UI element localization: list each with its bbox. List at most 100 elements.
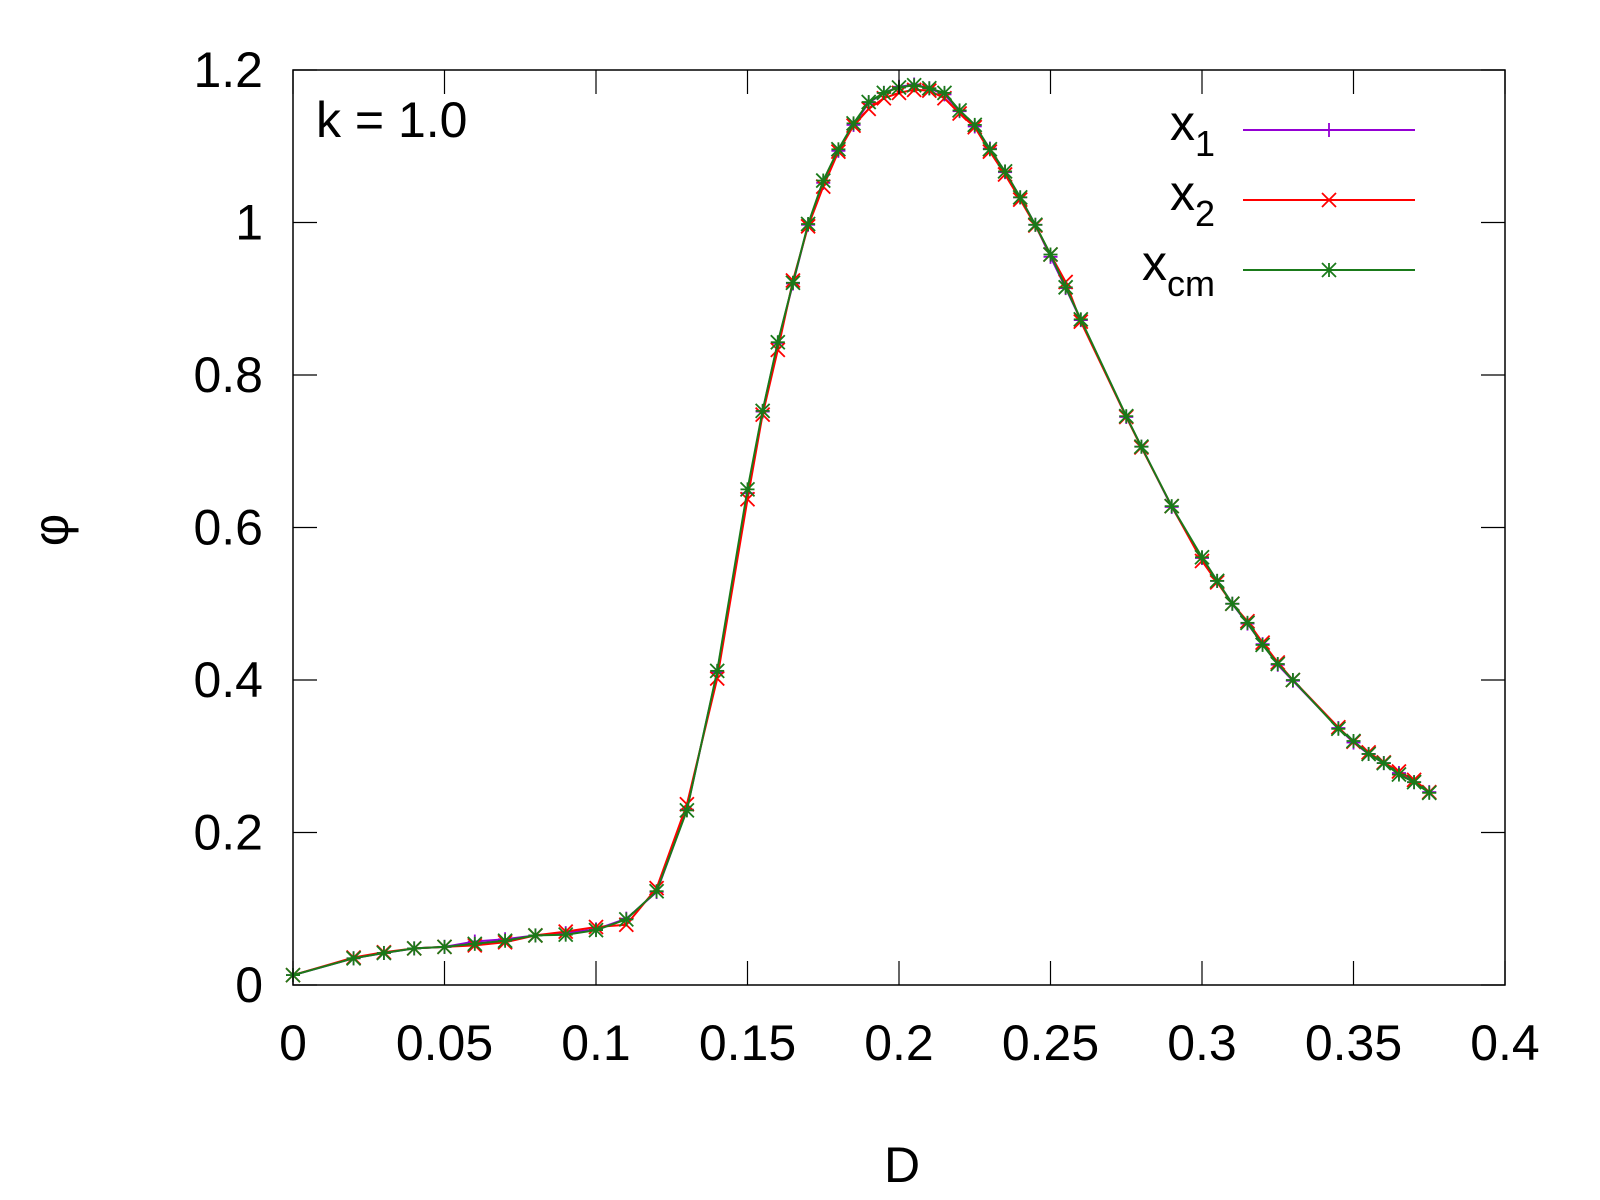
legend-marker bbox=[1321, 262, 1337, 278]
legend-label-name: x bbox=[1170, 165, 1195, 221]
x-tick-label: 0.3 bbox=[1167, 1015, 1237, 1071]
data-point-cm bbox=[1254, 637, 1271, 653]
x-tick-label: 0 bbox=[279, 1015, 307, 1071]
data-point-cm bbox=[1224, 596, 1240, 612]
x-tick-label: 0.1 bbox=[561, 1015, 631, 1071]
y-tick-label: 0.6 bbox=[193, 500, 263, 556]
data-point-cm bbox=[1361, 746, 1377, 762]
data-point-cm bbox=[406, 940, 422, 957]
data-point-cm bbox=[1012, 189, 1028, 205]
data-point-cm bbox=[830, 141, 847, 157]
data-point-cm bbox=[345, 950, 362, 966]
data-point-cm bbox=[1027, 217, 1043, 233]
legend-label-name: x bbox=[1170, 95, 1195, 151]
data-point-cm bbox=[1133, 439, 1150, 455]
data-point-cm bbox=[1421, 785, 1437, 801]
data-point-cm bbox=[997, 163, 1013, 180]
data-point-cm bbox=[588, 922, 604, 938]
x-tick-label: 0.2 bbox=[864, 1015, 934, 1071]
data-point-cm bbox=[815, 172, 831, 189]
legend-item-cm: xcm bbox=[1142, 235, 1415, 304]
data-point-cm bbox=[982, 141, 998, 157]
data-point-cm bbox=[967, 117, 983, 133]
legend-marker bbox=[1321, 192, 1337, 208]
series-x-cm bbox=[285, 77, 1437, 983]
data-point-cm bbox=[376, 945, 392, 961]
x-tick-label: 0.35 bbox=[1305, 1015, 1402, 1071]
data-point-cm bbox=[876, 85, 892, 101]
x-tick-label: 0.4 bbox=[1470, 1015, 1540, 1071]
data-point-cm bbox=[1058, 279, 1074, 295]
data-point-cm bbox=[861, 94, 877, 110]
y-axis-label: φ bbox=[23, 514, 79, 546]
data-point-cm bbox=[436, 939, 453, 955]
series-x-2 bbox=[285, 82, 1437, 983]
data-point-cm bbox=[1406, 774, 1422, 790]
data-point-cm bbox=[467, 936, 483, 952]
data-point-cm bbox=[906, 77, 922, 93]
legend-marker bbox=[1322, 123, 1336, 137]
legend-label-subscript: 1 bbox=[1195, 123, 1215, 164]
data-point-cm bbox=[709, 663, 725, 679]
annotation-k: k = 1.0 bbox=[316, 92, 468, 148]
data-point-cm bbox=[1376, 755, 1392, 771]
y-tick-label: 1 bbox=[235, 195, 263, 251]
data-point-cm bbox=[1164, 498, 1180, 514]
data-point-cm bbox=[1330, 721, 1346, 737]
data-point-cm bbox=[921, 80, 937, 96]
data-point-cm bbox=[1209, 573, 1225, 589]
y-tick-label: 0 bbox=[235, 957, 263, 1013]
series-line-1 bbox=[292, 83, 1430, 977]
data-point-cm bbox=[679, 802, 695, 819]
data-point-cm bbox=[800, 216, 816, 232]
data-point-2 bbox=[770, 342, 786, 358]
legend-label: x1 bbox=[1170, 95, 1215, 164]
data-point-cm bbox=[1194, 549, 1210, 565]
plot-frame bbox=[292, 69, 1506, 986]
legend-label-name: x bbox=[1142, 235, 1167, 291]
data-point-2 bbox=[709, 670, 725, 687]
series-layer bbox=[285, 77, 1437, 983]
legend-label: x2 bbox=[1170, 165, 1215, 234]
data-point-cm bbox=[845, 115, 862, 132]
data-point-cm bbox=[1285, 672, 1301, 688]
data-point-cm bbox=[1239, 615, 1256, 631]
data-point-cm bbox=[558, 927, 574, 943]
data-point-cm bbox=[770, 334, 786, 350]
data-point-cm bbox=[1073, 311, 1089, 327]
data-point-cm bbox=[739, 481, 756, 498]
x-tick-label: 0.25 bbox=[1002, 1015, 1099, 1071]
plot-area bbox=[292, 69, 1506, 986]
series-line-cm bbox=[292, 84, 1430, 977]
series-x-1 bbox=[286, 77, 1437, 983]
data-point-cm bbox=[527, 927, 544, 944]
data-point-cm bbox=[1345, 733, 1362, 749]
data-point-cm bbox=[1118, 408, 1134, 424]
data-point-cm bbox=[785, 275, 801, 291]
data-point-cm bbox=[1391, 766, 1407, 783]
data-point-cm bbox=[648, 883, 665, 899]
y-tick-label: 0.2 bbox=[193, 805, 263, 861]
series-line-2 bbox=[292, 88, 1430, 977]
data-point-cm bbox=[1042, 246, 1059, 263]
tick-layer: 0 0.05 0.1 0.15 0.2 0.25 0.3 0.35 0.4 0 0.2 0.4 0.6 0… bbox=[193, 42, 1539, 1071]
legend-label-subscript: cm bbox=[1167, 263, 1215, 304]
data-point-cm bbox=[951, 102, 968, 119]
data-point-cm bbox=[618, 911, 634, 928]
y-tick-label: 1.2 bbox=[193, 42, 263, 98]
legend-label-subscript: 2 bbox=[1195, 193, 1215, 234]
legend-label: xcm bbox=[1142, 235, 1215, 304]
data-point-cm bbox=[1270, 656, 1286, 672]
data-point-cm bbox=[497, 933, 513, 949]
x-tick-label: 0.05 bbox=[396, 1015, 493, 1071]
x-axis-label: D bbox=[884, 1137, 920, 1193]
y-tick-label: 0.8 bbox=[193, 347, 263, 403]
data-point-cm bbox=[936, 85, 953, 101]
data-point-cm bbox=[755, 403, 771, 419]
legend-item-1: x1 bbox=[1170, 95, 1415, 164]
legend-item-2: x2 bbox=[1170, 165, 1415, 234]
x-tick-label: 0.15 bbox=[699, 1015, 796, 1071]
y-tick-label: 0.4 bbox=[193, 652, 263, 708]
